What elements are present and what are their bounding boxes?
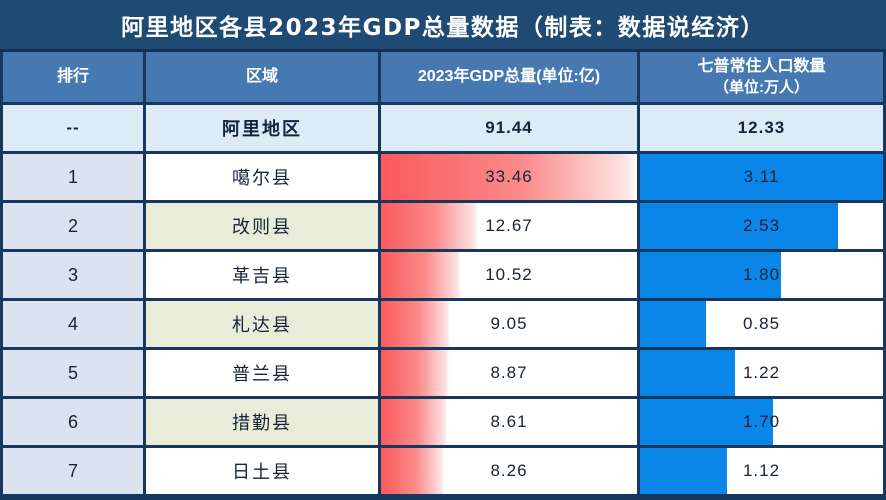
population-value: 1.70	[742, 412, 781, 431]
population-cell: 0.85	[640, 301, 883, 347]
population-value: 3.11	[743, 167, 780, 186]
gdp-value: 33.46	[485, 167, 533, 186]
gdp-databar	[381, 448, 445, 494]
column-header-rank-label: 排行	[56, 68, 89, 86]
gdp-databar	[381, 252, 462, 298]
population-cell: 1.80	[640, 252, 883, 298]
summary-region-cell: 阿里地区	[146, 105, 378, 151]
column-header-gdp: 2023年GDP总量(单位:亿)	[381, 52, 637, 102]
page-title: 阿里地区各县2023年GDP总量数据（制表：数据说经济）	[121, 14, 765, 41]
population-cell: 3.11	[640, 154, 883, 200]
gdp-value: 9.05	[490, 314, 528, 333]
region-cell: 改则县	[146, 203, 378, 249]
gdp-cell: 12.67	[381, 203, 637, 249]
population-value: 1.22	[742, 363, 781, 382]
gdp-cell: 10.52	[381, 252, 637, 298]
population-databar	[640, 154, 883, 200]
gdp-value: 10.52	[485, 265, 533, 284]
title-bar: 阿里地区各县2023年GDP总量数据（制表：数据说经济）	[0, 0, 886, 52]
population-value: 2.53	[742, 216, 781, 235]
population-databar	[640, 399, 773, 445]
population-cell: 1.12	[640, 448, 883, 494]
column-header-region-label: 区域	[245, 68, 278, 86]
summary-population-cell: 12.33	[640, 105, 883, 151]
gdp-cell: 9.05	[381, 301, 637, 347]
rank-cell: 1	[3, 154, 143, 200]
gdp-databar	[381, 203, 479, 249]
column-header-gdp-label: 2023年GDP总量(单位:亿)	[417, 68, 601, 86]
population-databar	[640, 203, 838, 249]
gdp-value: 12.67	[485, 216, 533, 235]
region-cell: 普兰县	[146, 350, 378, 396]
region-cell: 噶尔县	[146, 154, 378, 200]
gdp-cell: 8.61	[381, 399, 637, 445]
column-header-population-label-line2: （单位:万人）	[714, 78, 809, 96]
population-databar	[640, 301, 707, 347]
gdp-databar	[381, 301, 451, 347]
population-value: 0.85	[742, 314, 781, 333]
population-cell: 2.53	[640, 203, 883, 249]
gdp-databar	[381, 399, 447, 445]
gdp-value: 8.87	[490, 363, 528, 382]
population-value: 1.80	[742, 265, 781, 284]
gdp-databar	[381, 350, 449, 396]
rank-cell: 7	[3, 448, 143, 494]
region-cell: 日土县	[146, 448, 378, 494]
region-cell: 革吉县	[146, 252, 378, 298]
region-cell: 札达县	[146, 301, 378, 347]
rank-cell: 5	[3, 350, 143, 396]
column-header-population-label-line1: 七普常住人口数量	[697, 58, 826, 76]
summary-gdp-cell: 91.44	[381, 105, 637, 151]
rank-cell: 3	[3, 252, 143, 298]
population-cell: 1.70	[640, 399, 883, 445]
region-cell: 措勤县	[146, 399, 378, 445]
population-cell: 1.22	[640, 350, 883, 396]
gdp-databar	[381, 154, 637, 200]
column-header-region: 区域	[146, 52, 378, 102]
gdp-value: 8.61	[490, 412, 528, 431]
rank-cell: 6	[3, 399, 143, 445]
column-header-population: 七普常住人口数量 （单位:万人）	[640, 52, 883, 102]
gdp-cell: 8.87	[381, 350, 637, 396]
gdp-cell: 33.46	[381, 154, 637, 200]
column-header-rank: 排行	[3, 52, 143, 102]
population-databar	[640, 252, 781, 298]
population-databar	[640, 448, 728, 494]
population-databar	[640, 350, 736, 396]
rank-cell: 4	[3, 301, 143, 347]
gdp-value: 8.26	[490, 461, 528, 480]
gdp-cell: 8.26	[381, 448, 637, 494]
rank-cell: 2	[3, 203, 143, 249]
summary-rank-cell: --	[3, 105, 143, 151]
population-value: 1.12	[742, 461, 781, 480]
data-table: 排行 区域 2023年GDP总量(单位:亿) 七普常住人口数量 （单位:万人） …	[0, 52, 886, 497]
